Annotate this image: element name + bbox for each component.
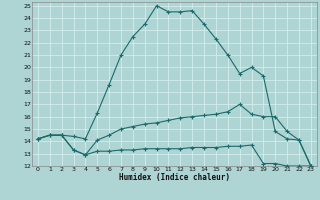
X-axis label: Humidex (Indice chaleur): Humidex (Indice chaleur) xyxy=(119,173,230,182)
